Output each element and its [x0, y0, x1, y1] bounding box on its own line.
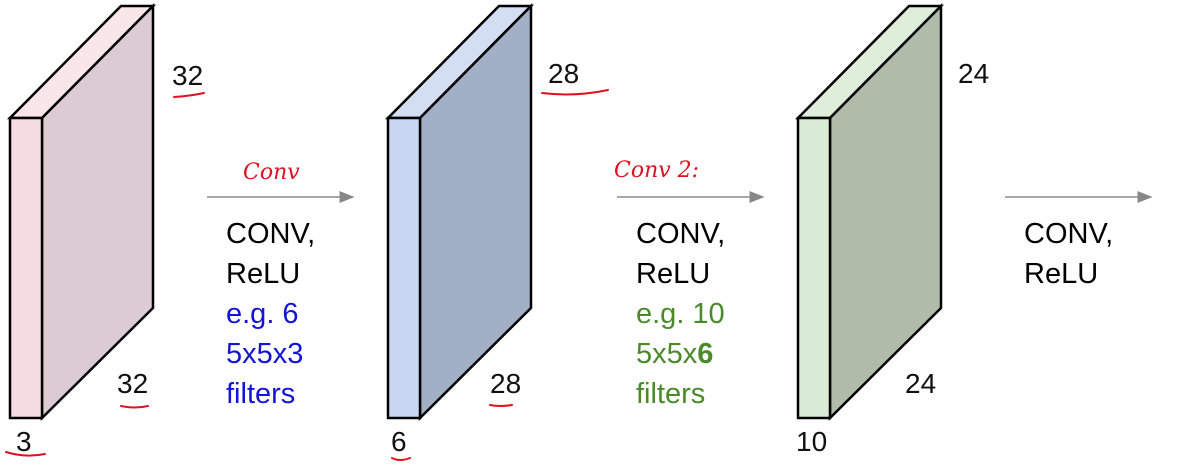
volume-2 — [385, 2, 534, 421]
volume-3 — [795, 2, 944, 421]
volume-2-height: 28 — [490, 368, 522, 399]
stage-1-op: CONV, — [226, 218, 316, 250]
stage-2-note2-text: 5x5x — [636, 338, 698, 370]
stage-2-note2: 5x5x6 — [636, 334, 725, 374]
stage-3-op: CONV, — [1024, 218, 1114, 250]
volume-2-width: 28 — [548, 58, 580, 89]
stage-1-note3: filters — [226, 378, 296, 410]
stage-2-note3: filters — [636, 378, 706, 410]
volume-1 — [7, 2, 156, 421]
stage-2-note2-bold: 6 — [697, 338, 714, 370]
stage-1-act: ReLU — [226, 258, 301, 290]
stage-2-act: ReLU — [636, 258, 711, 290]
stage-1-note1: e.g. 6 — [226, 298, 299, 330]
volume-1-height: 32 — [117, 368, 149, 399]
volume-3-width: 24 — [958, 58, 990, 89]
annotation-1: Conv — [243, 160, 300, 185]
stage-1-note2: 5x5x3 — [226, 338, 304, 370]
volume-2-depth: 6 — [391, 426, 407, 457]
volume-1-width: 32 — [172, 60, 204, 91]
volume-1-depth: 3 — [16, 426, 32, 457]
stage-2-op: CONV, — [636, 218, 726, 250]
volume-3-height: 24 — [905, 368, 937, 399]
volume-3-depth: 10 — [796, 426, 828, 457]
handwritten-underlines — [5, 89, 609, 461]
stage-3-act: ReLU — [1024, 258, 1099, 290]
stage-2-note1: e.g. 10 — [636, 298, 725, 330]
stage-3-label: CONV, ReLU — [1024, 214, 1113, 294]
stage-2-label: CONV, ReLU e.g. 10 5x5x6 filters — [636, 214, 725, 414]
annotation-2: Conv 2: — [614, 158, 700, 183]
stage-1-label: CONV, ReLU e.g. 6 5x5x3 filters — [226, 214, 315, 414]
